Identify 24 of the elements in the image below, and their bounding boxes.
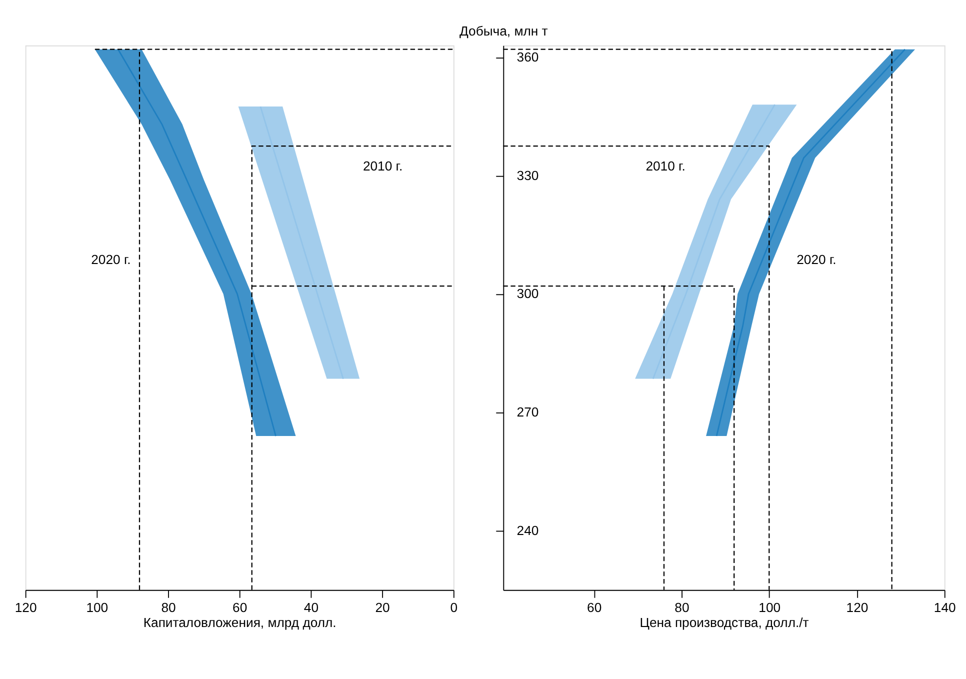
x-tick-label: 40 (304, 600, 319, 615)
x-tick-label: 120 (846, 600, 868, 615)
y-tick-label: 240 (516, 522, 539, 538)
y-tick-label: 330 (516, 168, 539, 183)
x-tick-label: 20 (375, 600, 390, 615)
annotation: 2010 г. (362, 158, 403, 174)
x-tick-label: 80 (674, 600, 690, 615)
x-tick-label: 60 (587, 600, 602, 615)
annotation: 2010 г. (646, 158, 686, 174)
y-tick-label: 300 (516, 286, 539, 302)
x-tick-label: 0 (450, 600, 458, 615)
x-axis-title: Капиталовложения, млрд долл. (143, 614, 336, 630)
x-tick-label: 80 (161, 600, 176, 615)
x-tick-label: 140 (934, 600, 956, 615)
x-tick-label: 100 (86, 600, 108, 615)
y-axis-title: Добыча, млн т (459, 24, 548, 39)
x-axis-title: Цена производства, долл./т (640, 614, 809, 630)
annotation: 2020 г. (91, 252, 131, 268)
y-tick-label: 360 (516, 49, 539, 64)
x-tick-label: 60 (232, 600, 248, 615)
annotation: 2020 г. (796, 252, 836, 268)
x-tick-label: 120 (14, 600, 37, 615)
x-tick-label: 100 (758, 600, 781, 615)
y-tick-label: 270 (516, 404, 539, 420)
